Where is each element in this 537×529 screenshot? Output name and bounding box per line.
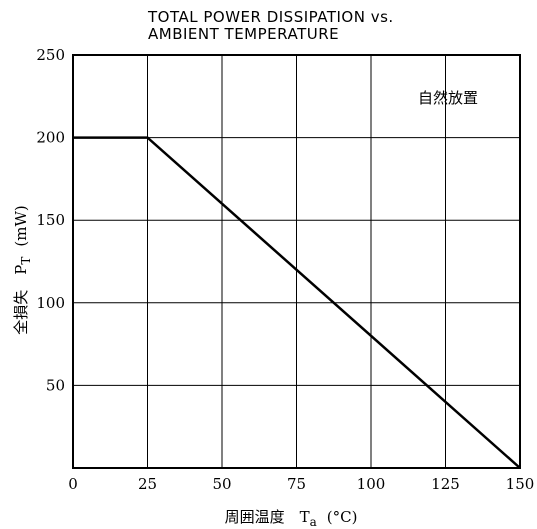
series-lines [73,136,521,469]
x-axis-label: 周囲温度 Ta (°C) [225,508,358,529]
grid [72,54,521,469]
y-tick-label: 200 [36,129,65,147]
y-tick-label: 250 [36,46,65,64]
x-tick-label: 100 [357,475,386,493]
chart-title-line1: TOTAL POWER DISSIPATION vs. [147,8,394,26]
x-tick-label: 0 [68,475,78,493]
y-axis-label: 全損失 PT(mW) [12,205,33,334]
y-tick-label: 150 [36,211,65,229]
x-tick-label: 25 [138,475,157,493]
x-tick-label: 50 [212,475,231,493]
x-tick-label: 125 [431,475,460,493]
power-derating-line [73,136,521,469]
y-tick-label: 50 [46,376,65,394]
tick-labels: 0 25 50 75 100 125 150 50 100 150 200 250 [36,46,534,493]
chart-title-line2: AMBIENT TEMPERATURE [148,25,339,43]
condition-annotation: 自然放置 [418,89,478,107]
y-tick-label: 100 [36,294,65,312]
plot-frame [72,54,521,469]
x-tick-label: 75 [287,475,306,493]
x-tick-label: 150 [506,475,535,493]
